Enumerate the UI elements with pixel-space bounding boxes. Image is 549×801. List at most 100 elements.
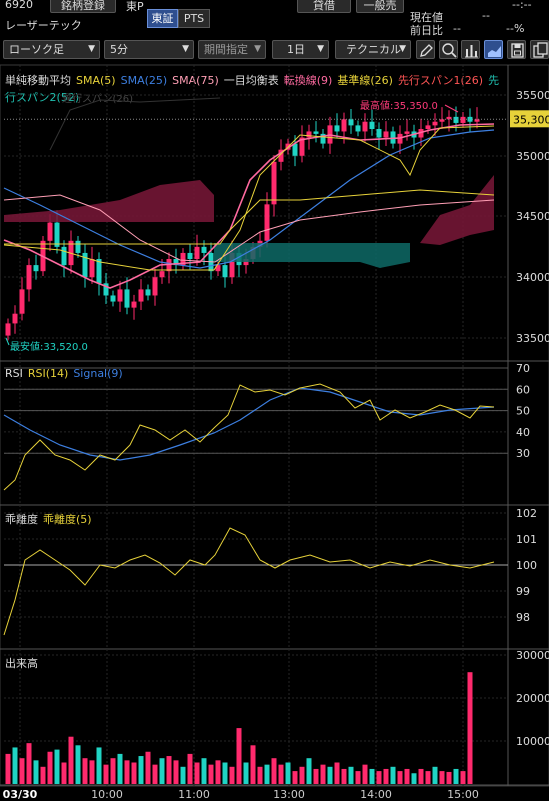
candle-body (474, 119, 480, 122)
copy-icon (533, 42, 548, 58)
x-tick-label: 03/30 (3, 788, 38, 801)
volume-bar (306, 758, 312, 784)
candle-body (194, 246, 200, 260)
register-button[interactable]: 銘柄登録 (50, 0, 116, 13)
volume-bar (110, 758, 116, 784)
volume-bar (117, 753, 123, 784)
main-legend: 単純移動平均 SMA(5) SMA(25) SMA(75) 一目均衡表 転換線(9) 基準線… (5, 72, 505, 106)
volume-bar (12, 747, 18, 784)
candle-body (313, 131, 319, 134)
rsi-tick-label: 70 (516, 362, 530, 375)
volume-bars-button[interactable] (461, 40, 480, 59)
credit-button[interactable]: 貸借 (297, 0, 351, 13)
sma25-line (3, 129, 495, 269)
tab-pts[interactable]: PTS (178, 9, 210, 28)
pencil-icon (420, 44, 433, 57)
period-select[interactable]: 期間指定 ▼ (198, 40, 266, 59)
candle-body (432, 121, 438, 126)
save-button[interactable] (507, 40, 526, 59)
kumo-cloud-red (420, 175, 494, 245)
candle-body (124, 289, 130, 308)
volume-bar (103, 764, 109, 784)
chart-type-select[interactable]: ローソク足 ▼ (3, 40, 100, 59)
candle-body (222, 265, 228, 278)
volume-bar (383, 768, 389, 784)
candle-body (89, 259, 95, 278)
volume-bar (390, 766, 396, 784)
volume-bar (215, 760, 221, 784)
general-button[interactable]: 一般売 (356, 0, 404, 13)
volume-bar (439, 771, 445, 784)
zoom-button[interactable] (439, 40, 458, 59)
volume-bar (320, 764, 326, 784)
pencil-button[interactable] (416, 40, 435, 59)
price-tick-label: 34500 (516, 210, 549, 223)
tab-tosho[interactable]: 東証 (147, 9, 178, 28)
rsi-tick-label: 30 (516, 447, 530, 460)
kijun-line (3, 125, 495, 271)
volume-bar (243, 762, 249, 784)
candle-body (82, 252, 88, 278)
volume-bar (82, 758, 88, 784)
volume-bar (47, 751, 53, 784)
volume-tick-label: 200000 (516, 692, 549, 705)
candle-body (418, 129, 424, 138)
rsi-tick-label: 60 (516, 383, 530, 396)
candle-body (131, 301, 137, 308)
volume-bar (362, 764, 368, 784)
candle-body (341, 119, 347, 132)
candle-body (271, 161, 277, 205)
chevron-down-icon: ▼ (317, 44, 324, 54)
candle-body (19, 289, 25, 314)
save-icon (511, 43, 524, 58)
legend-item: 乖離度(5) (43, 513, 92, 526)
candle-body (145, 289, 151, 296)
low-label: 最安値:33,520.0 (10, 340, 88, 353)
volume-bar (138, 756, 144, 784)
candle-body (355, 125, 361, 132)
candle-body (425, 125, 431, 130)
volume-bars-icon (465, 45, 478, 58)
legend-title: RSI (5, 367, 23, 380)
span-select[interactable]: 1日 ▼ (272, 40, 329, 59)
chevron-down-icon: ▼ (254, 44, 261, 54)
candle-body (180, 252, 186, 266)
candle-body (348, 119, 354, 126)
price-tick-label: 35000 (516, 150, 549, 163)
volume-bar (75, 745, 81, 784)
volume-bar (124, 760, 130, 784)
interval-select[interactable]: 5分 ▼ (104, 40, 194, 59)
volume-bar (61, 762, 67, 784)
candle-body (173, 259, 179, 266)
volume-bar (292, 771, 298, 784)
volume-bar (40, 766, 46, 784)
volume-bar (327, 766, 333, 784)
volume-bar (152, 764, 158, 784)
price-tick-label: 35500 (516, 89, 549, 102)
volume-bar (257, 766, 263, 784)
candle-body (47, 222, 53, 241)
sma75-line (3, 194, 495, 263)
candle-body (404, 131, 410, 134)
volume-bar (348, 766, 354, 784)
volume-bar (369, 768, 375, 784)
technical-select[interactable]: テクニカル ▼ (335, 40, 411, 59)
volume-bar (187, 753, 193, 784)
candle-body (117, 289, 123, 302)
high-arrow (444, 104, 459, 113)
rsi-tick-label: 50 (516, 405, 530, 418)
candle-body (33, 265, 39, 272)
volume-bar (96, 747, 102, 784)
prev-day-pct: --% (506, 22, 525, 35)
kumo-cloud-red (4, 180, 214, 222)
legend-item: 先行スパン2(52) (5, 74, 500, 104)
candle-body (61, 246, 67, 266)
area-chart-button[interactable] (484, 40, 503, 59)
volume-bar (334, 762, 340, 784)
volume-bar (453, 768, 459, 784)
volume-bar (5, 753, 11, 784)
candle-body (110, 295, 116, 302)
volume-bar (33, 760, 39, 784)
volume-bar (131, 762, 137, 784)
